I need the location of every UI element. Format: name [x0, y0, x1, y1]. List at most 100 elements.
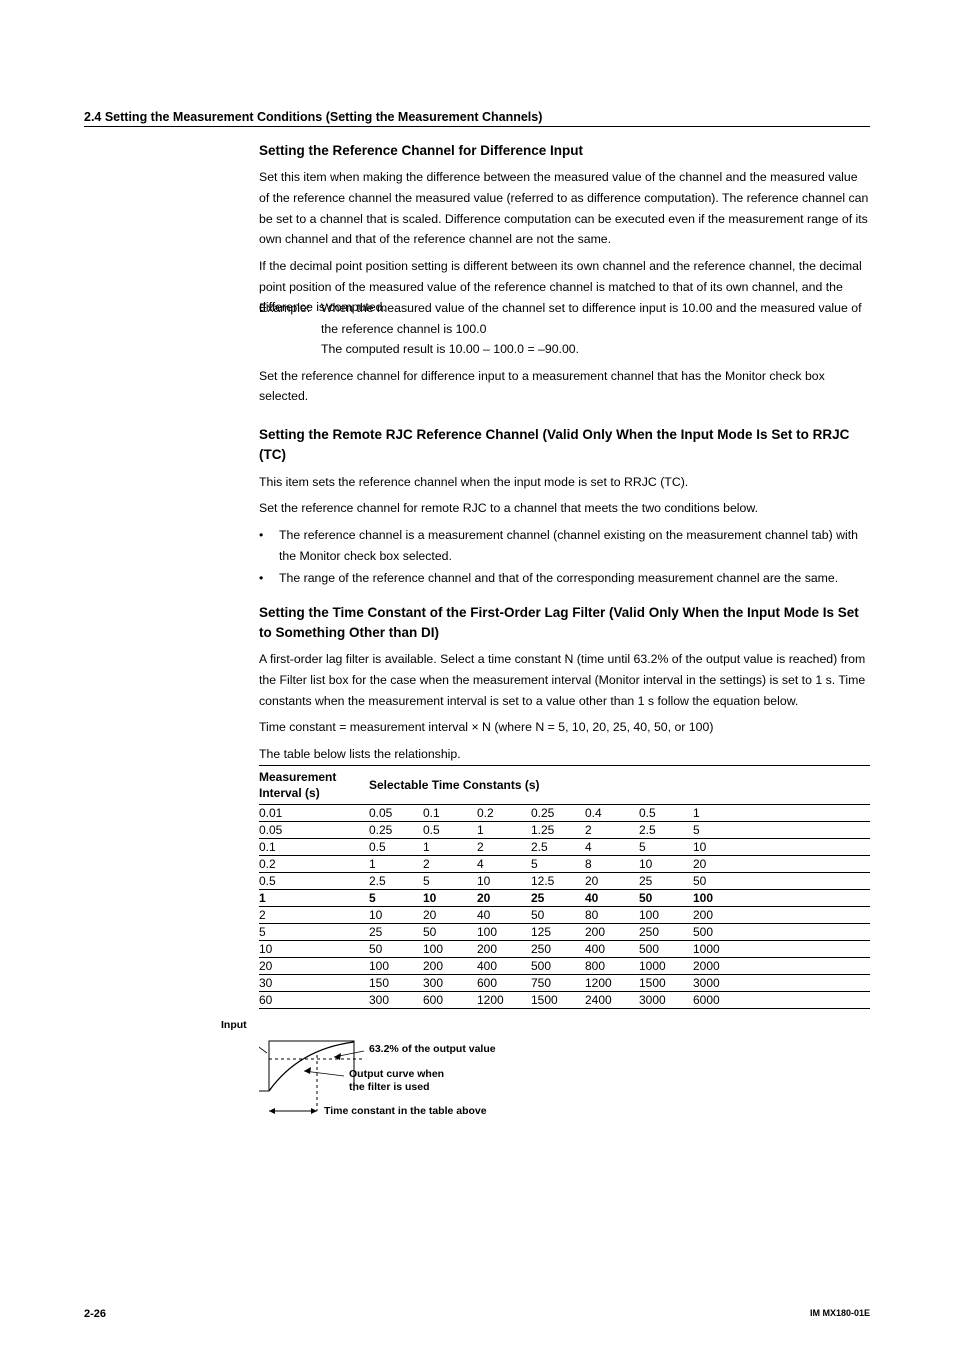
table-cell: 2	[477, 839, 531, 856]
table-row: 30150300600750120015003000	[259, 975, 870, 992]
table-cell: 100	[693, 890, 747, 907]
table-cell: 0.05	[369, 805, 423, 822]
table-cell: 100	[639, 907, 693, 924]
table-cell: 10	[369, 907, 423, 924]
th-l2: Interval (s)	[259, 786, 320, 800]
table-cell: 50	[423, 924, 477, 941]
table-cell: 20	[477, 890, 531, 907]
table-cell: 20	[259, 958, 369, 975]
table-cell: 80	[585, 907, 639, 924]
table-cell: 5	[693, 822, 747, 839]
bullet: • The reference channel is a measurement…	[259, 525, 870, 566]
table-cell: 1200	[477, 992, 531, 1009]
table-cell: 200	[423, 958, 477, 975]
table-cell: 500	[693, 924, 747, 941]
table-cell: 1	[477, 822, 531, 839]
table-cell: 40	[477, 907, 531, 924]
table-cell: 0.5	[369, 839, 423, 856]
heading-diff-input: Setting the Reference Channel for Differ…	[259, 141, 870, 161]
table-cell: 300	[369, 992, 423, 1009]
table-cell: 1	[369, 856, 423, 873]
table-cell: 5	[639, 839, 693, 856]
label-63pct: 63.2% of the output value	[369, 1043, 496, 1055]
table-cell: 4	[585, 839, 639, 856]
table-cell: 30	[259, 975, 369, 992]
bullet-text: The range of the reference channel and t…	[279, 568, 870, 589]
table-cell: 500	[639, 941, 693, 958]
table-cell: 100	[477, 924, 531, 941]
table-cell: 0.5	[423, 822, 477, 839]
example-label: Example:	[259, 298, 321, 360]
table-cell: 5	[369, 890, 423, 907]
table-cell: 50	[639, 890, 693, 907]
table-cell: 1	[423, 839, 477, 856]
table-cell: 2.5	[639, 822, 693, 839]
table-cell: 1000	[693, 941, 747, 958]
label-curve-l2: the filter is used	[349, 1081, 430, 1093]
table-cell: 25	[639, 873, 693, 890]
section-header: 2.4 Setting the Measurement Conditions (…	[84, 110, 870, 127]
table-cell: 6000	[693, 992, 747, 1009]
table-cell: 2	[259, 907, 369, 924]
table-cell: 200	[585, 924, 639, 941]
para: Time constant = measurement interval × N…	[259, 717, 870, 738]
th-l1: Measurement	[259, 770, 336, 784]
table-cell: 60	[259, 992, 369, 1009]
table-row: 0.050.250.511.2522.55	[259, 822, 870, 839]
table-row: 10501002002504005001000	[259, 941, 870, 958]
table-cell: 10	[477, 873, 531, 890]
table-cell: 1.25	[531, 822, 585, 839]
table-cell: 600	[423, 992, 477, 1009]
table-row: 0.010.050.10.20.250.40.51	[259, 805, 870, 822]
table-cell: 150	[369, 975, 423, 992]
th-interval: Measurement Interval (s)	[259, 765, 369, 804]
example-body: When the measured value of the channel s…	[321, 298, 870, 360]
table-row: 21020405080100200	[259, 907, 870, 924]
bullet-dot: •	[259, 525, 279, 566]
table-cell: 0.25	[531, 805, 585, 822]
table-row: 0.52.551012.5202550	[259, 873, 870, 890]
label-tc: Time constant in the table above	[324, 1105, 487, 1117]
heading-rrjc: Setting the Remote RJC Reference Channel…	[259, 425, 870, 466]
para: The table below lists the relationship.	[259, 744, 870, 765]
table-cell: 500	[531, 958, 585, 975]
table-cell: 0.25	[369, 822, 423, 839]
table-cell: 250	[531, 941, 585, 958]
doc-id: IM MX180-01E	[810, 1308, 870, 1320]
table-cell: 1	[259, 890, 369, 907]
para: This item sets the reference channel whe…	[259, 472, 870, 493]
example-l1: When the measured value of the channel s…	[321, 298, 870, 339]
table-cell: 2	[585, 822, 639, 839]
table-cell: 0.4	[585, 805, 639, 822]
table-cell: 100	[423, 941, 477, 958]
table-cell: 200	[693, 907, 747, 924]
content-body: Setting the Reference Channel for Differ…	[259, 141, 870, 1131]
table-cell: 0.2	[259, 856, 369, 873]
para: Set the reference channel for difference…	[259, 366, 870, 407]
table-row: 2010020040050080010002000	[259, 958, 870, 975]
para: Set this item when making the difference…	[259, 167, 870, 250]
table-cell: 10	[639, 856, 693, 873]
table-cell: 50	[693, 873, 747, 890]
table-cell: 600	[477, 975, 531, 992]
table-cell: 0.01	[259, 805, 369, 822]
table-row: 0.2124581020	[259, 856, 870, 873]
example-l2: The computed result is 10.00 – 100.0 = –…	[321, 339, 870, 360]
table-row: 151020254050100	[259, 890, 870, 907]
table-cell: 2	[423, 856, 477, 873]
table-cell: 0.1	[423, 805, 477, 822]
label-input: Input	[221, 1019, 247, 1031]
table-row: 52550100125200250500	[259, 924, 870, 941]
table-row: 6030060012001500240030006000	[259, 992, 870, 1009]
table-cell: 200	[477, 941, 531, 958]
heading-time-constant: Setting the Time Constant of the First-O…	[259, 603, 870, 644]
example-full: Example: When the measured value of the …	[259, 298, 870, 360]
table-row: 0.10.5122.54510	[259, 839, 870, 856]
table-cell: 0.05	[259, 822, 369, 839]
th-selectable: Selectable Time Constants (s)	[369, 765, 747, 804]
table-cell: 800	[585, 958, 639, 975]
table-cell: 0.1	[259, 839, 369, 856]
table-cell: 100	[369, 958, 423, 975]
table-cell: 40	[585, 890, 639, 907]
table-cell: 2.5	[531, 839, 585, 856]
